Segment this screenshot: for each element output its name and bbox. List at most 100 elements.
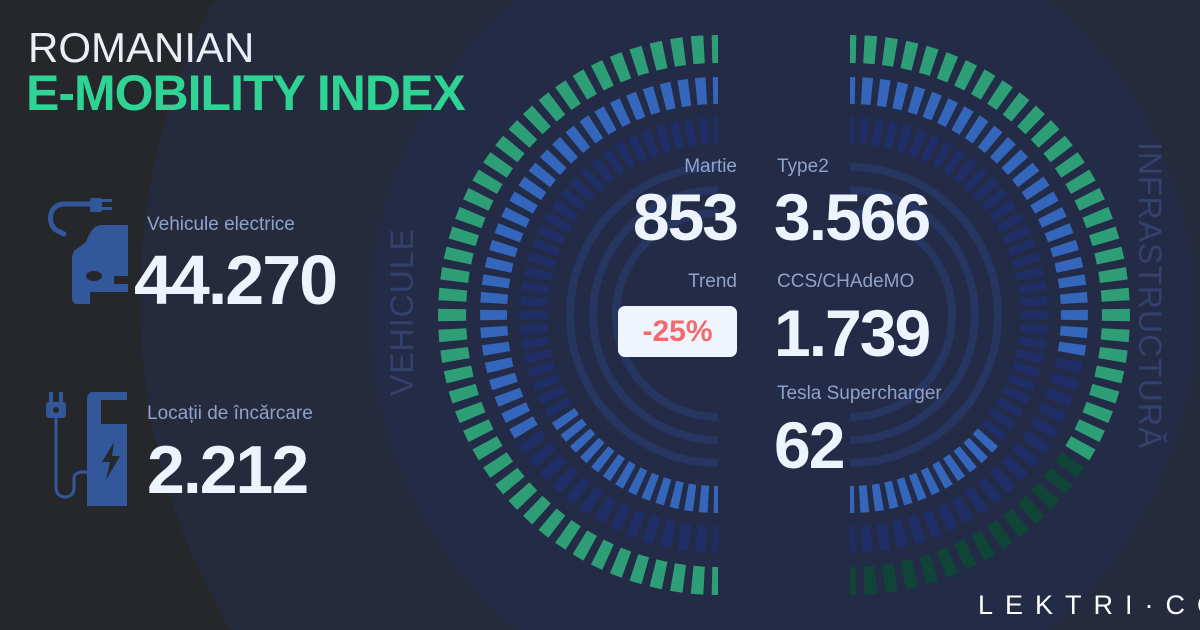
right-gauge-segment bbox=[1021, 176, 1050, 201]
left-gauge-segment bbox=[670, 37, 686, 67]
right-gauge-segment bbox=[1094, 365, 1125, 384]
left-gauge-segment bbox=[455, 401, 486, 424]
left-gauge-segment bbox=[527, 361, 556, 378]
left-gauge-segment bbox=[520, 323, 548, 335]
right-gauge-segment bbox=[1100, 287, 1130, 302]
left-gauge-segment bbox=[594, 495, 617, 524]
right-gauge-segment bbox=[971, 530, 996, 561]
left-gauge-segment bbox=[669, 480, 684, 509]
right-gauge-segment bbox=[884, 480, 899, 509]
left-gauge-segment bbox=[537, 225, 566, 245]
right-gauge-segment bbox=[1089, 383, 1120, 404]
right-gauge-segment bbox=[1012, 162, 1040, 188]
left-gauge-segment bbox=[539, 455, 567, 481]
left-inner-ring bbox=[612, 209, 719, 421]
right-gauge-segment bbox=[920, 134, 940, 163]
right-gauge-segment bbox=[981, 418, 1008, 442]
right-gauge-segment bbox=[850, 35, 857, 64]
left-gauge-segment bbox=[520, 295, 548, 307]
left-gauge-segment bbox=[483, 452, 513, 478]
charging-station-icon bbox=[46, 392, 127, 506]
right-gauge-segment bbox=[951, 495, 974, 524]
left-gauge-segment bbox=[480, 309, 508, 321]
right-gauge-segment bbox=[1065, 436, 1096, 461]
left-gauge-segment bbox=[552, 466, 578, 494]
left-gauge-segment bbox=[481, 341, 511, 356]
left-gauge-segment bbox=[659, 519, 676, 549]
right-gauge-segment bbox=[1038, 207, 1067, 228]
left-gauge-segment bbox=[472, 436, 503, 461]
right-gauge-segment bbox=[850, 486, 855, 513]
left-gauge-segment bbox=[438, 328, 468, 343]
right-gauge-segment bbox=[1001, 149, 1029, 175]
left-gauge-segment bbox=[609, 52, 632, 83]
right-gauge-segment bbox=[936, 547, 959, 578]
left-gauge-segment bbox=[713, 117, 718, 144]
left-gauge-segment bbox=[698, 117, 710, 145]
left-gauge-segment bbox=[711, 35, 718, 64]
right-inner-ring bbox=[849, 186, 979, 444]
right-gauge-segment bbox=[1038, 402, 1067, 423]
right-gauge-segment bbox=[850, 77, 856, 105]
left-gauge-segment bbox=[713, 486, 718, 513]
right-gauge-segment bbox=[1054, 357, 1084, 374]
left-gauge-segment bbox=[610, 503, 631, 532]
right-gauge-segment bbox=[936, 52, 959, 83]
right-gauge-segment bbox=[1044, 223, 1074, 243]
right-gauge-segment bbox=[876, 78, 891, 108]
left-gauge-segment bbox=[626, 509, 646, 539]
right-gauge-segment bbox=[972, 428, 999, 453]
right-gauge-segment bbox=[1030, 120, 1060, 148]
right-gauge-segment bbox=[1060, 326, 1088, 339]
left-gauge-segment bbox=[649, 40, 668, 71]
left-gauge-segment bbox=[521, 281, 550, 294]
left-gauge-segment bbox=[494, 223, 524, 243]
trend-badge: -25% bbox=[618, 306, 737, 357]
right-gauge-segment bbox=[1020, 295, 1048, 307]
left-gauge-segment bbox=[642, 86, 661, 115]
right-gauge-segment bbox=[1007, 373, 1036, 392]
right-gauge-segment bbox=[1015, 349, 1044, 364]
left-gauge-segment bbox=[659, 81, 676, 111]
right-gauge-segment bbox=[1055, 452, 1085, 478]
right-gauge-segment bbox=[882, 37, 898, 67]
left-gauge-segment bbox=[440, 267, 470, 283]
right-gauge-segment bbox=[907, 86, 926, 115]
right-gauge-segment bbox=[1001, 455, 1029, 481]
trend-label: Trend bbox=[688, 271, 737, 292]
right-gauge-segment bbox=[1012, 361, 1041, 378]
left-gauge-segment bbox=[508, 482, 538, 510]
right-gauge-segment bbox=[1021, 429, 1050, 454]
left-gauge-segment bbox=[455, 206, 486, 229]
type2-label: Type2 bbox=[777, 156, 829, 177]
ccs-label: CCS/CHAdeMO bbox=[777, 271, 915, 292]
right-gauge-segment bbox=[922, 91, 942, 121]
right-gauge-segment bbox=[1015, 266, 1044, 281]
left-gauge-segment bbox=[590, 539, 614, 570]
right-gauge-segment bbox=[989, 408, 1017, 431]
left-gauge-segment bbox=[602, 454, 625, 482]
right-gauge-segment bbox=[1030, 482, 1060, 510]
left-gauge-segment bbox=[594, 106, 617, 135]
left-inner-ring bbox=[589, 186, 719, 444]
right-gauge-segment bbox=[937, 503, 958, 532]
right-gauge-segment bbox=[1057, 274, 1087, 289]
vehicle-side-label: VEHICULE bbox=[384, 228, 420, 397]
left-gauge-segment bbox=[641, 472, 660, 501]
left-gauge-segment bbox=[538, 508, 566, 538]
left-gauge-segment bbox=[565, 125, 591, 153]
left-gauge-segment bbox=[694, 525, 707, 553]
left-gauge-segment bbox=[569, 428, 596, 453]
left-gauge-segment bbox=[544, 212, 572, 233]
left-gauge-segment bbox=[532, 238, 561, 257]
right-gauge-segment bbox=[977, 125, 1003, 153]
left-gauge-segment bbox=[628, 134, 648, 163]
title-line1: ROMANIAN bbox=[28, 24, 255, 71]
type2-value: 3.566 bbox=[774, 180, 931, 254]
right-gauge-segment bbox=[920, 467, 940, 496]
right-gauge-segment bbox=[900, 40, 919, 71]
left-gauge-segment bbox=[711, 566, 718, 595]
left-gauge-segment bbox=[560, 188, 587, 212]
left-gauge-segment bbox=[448, 383, 479, 404]
left-gauge-segment bbox=[655, 477, 672, 506]
